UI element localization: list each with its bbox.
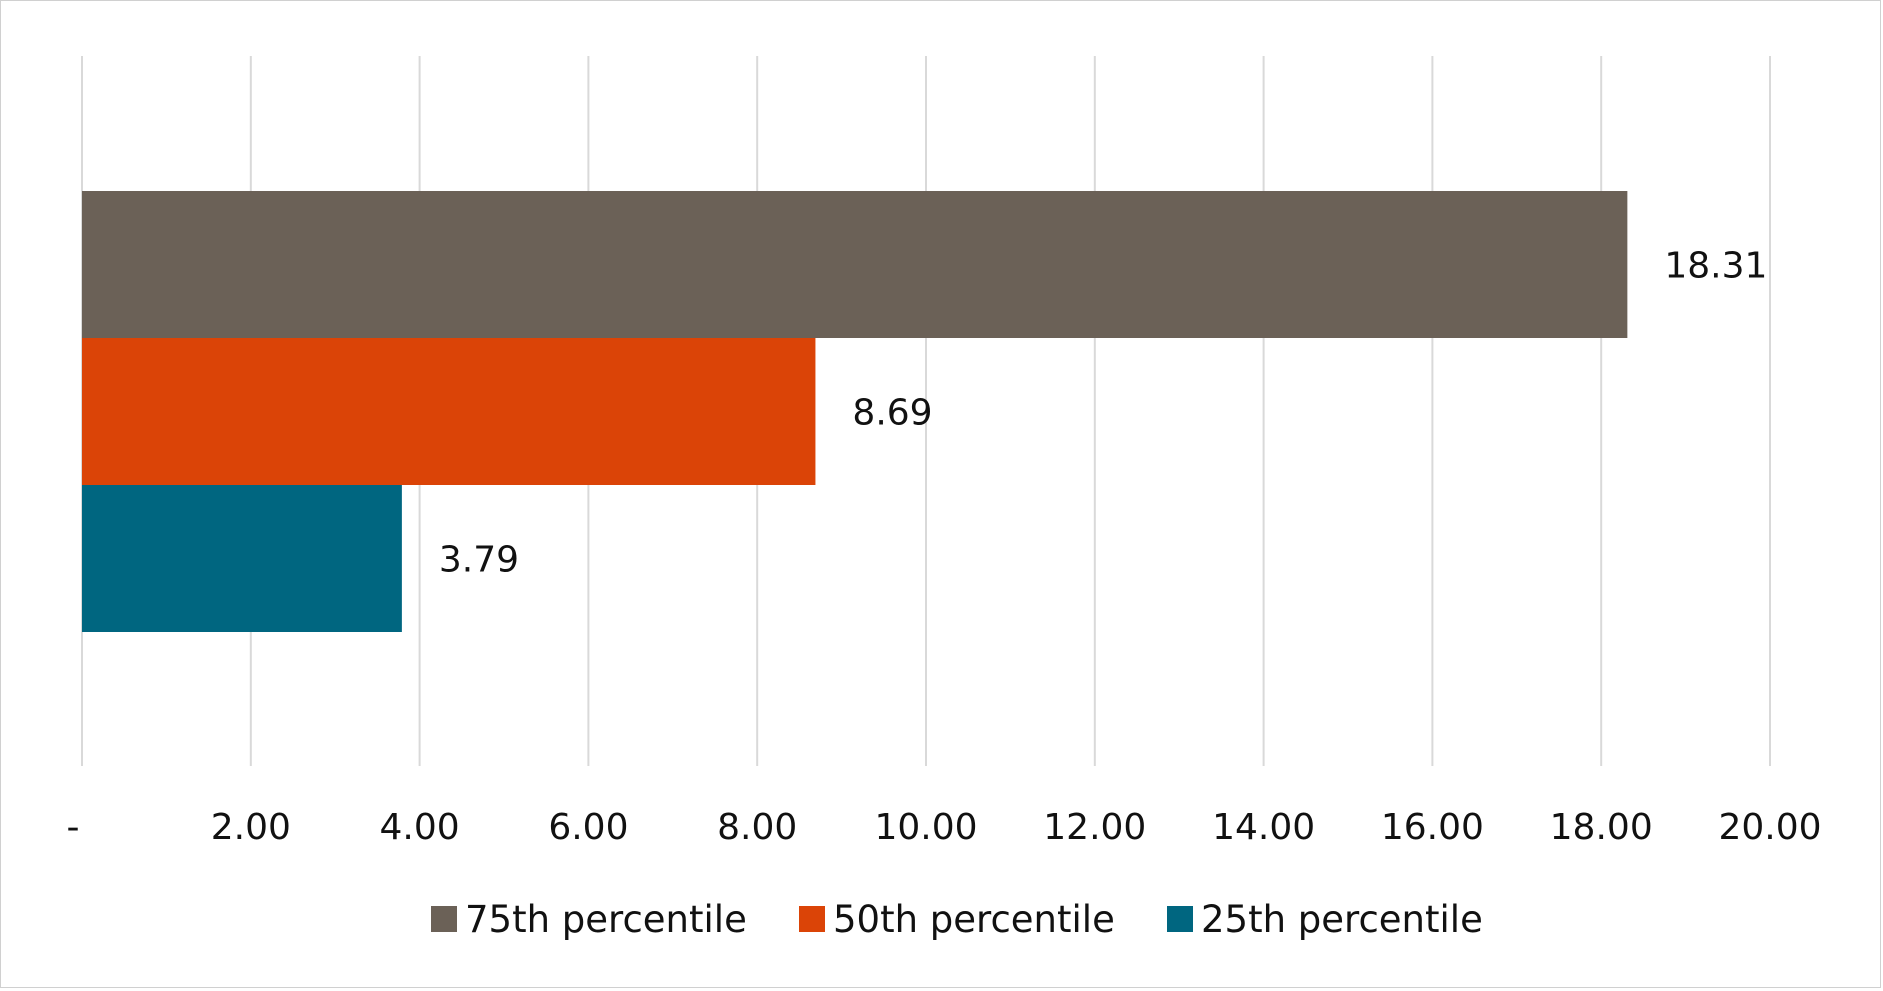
legend-label: 25th percentile: [1201, 898, 1483, 941]
legend-label: 75th percentile: [465, 898, 747, 941]
x-tick-label: -: [67, 807, 80, 848]
data-labels: 18.31 8.69 3.79: [439, 246, 1768, 581]
x-tick-label: 2.00: [211, 807, 291, 848]
legend-swatch: [431, 906, 457, 932]
bar-75th-percentile: [82, 191, 1628, 338]
x-tick-label: 14.00: [1212, 807, 1315, 848]
data-label: 8.69: [852, 393, 932, 434]
legend-swatch: [1167, 906, 1193, 932]
bar-50th-percentile: [82, 338, 816, 485]
legend-label: 50th percentile: [833, 898, 1115, 941]
legend-swatch: [799, 906, 825, 932]
x-tick-label: 18.00: [1550, 807, 1653, 848]
x-tick-label: 4.00: [380, 807, 460, 848]
x-tick-label: 16.00: [1381, 807, 1484, 848]
x-tick-label: 10.00: [874, 807, 977, 848]
x-tick-label: 12.00: [1043, 807, 1146, 848]
x-tick-label: 20.00: [1718, 807, 1821, 848]
data-label: 3.79: [439, 540, 519, 581]
x-axis-tick-labels: - 2.00 4.00 6.00 8.00 10.00 12.00 14.00 16.00 18.…: [67, 807, 1822, 848]
data-label: 18.31: [1664, 246, 1767, 287]
bar-25th-percentile: [82, 485, 402, 632]
legend: 75th percentile 50th percentile 25th perce…: [431, 898, 1483, 941]
x-tick-label: 6.00: [548, 807, 628, 848]
x-tick-label: 8.00: [717, 807, 797, 848]
bars: [82, 191, 1628, 632]
